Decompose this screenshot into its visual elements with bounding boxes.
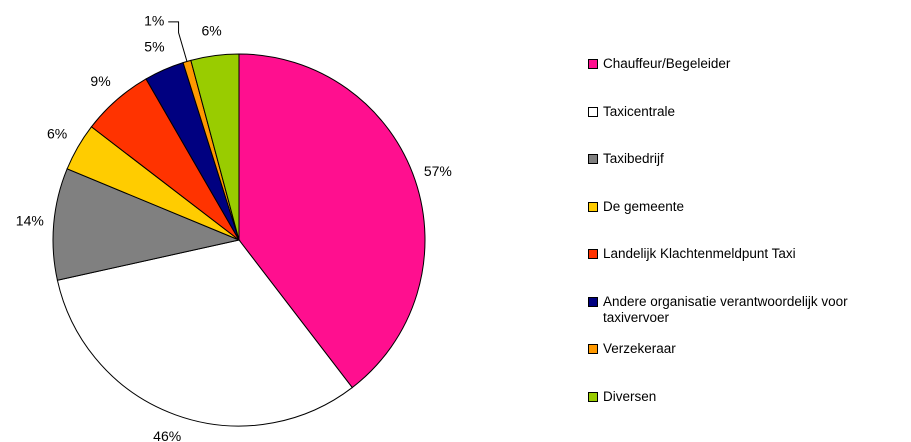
- legend-label: Verzekeraar: [603, 341, 676, 356]
- legend-swatch: [588, 296, 598, 307]
- pie-slice: [190, 53, 240, 241]
- data-label: 1%: [144, 13, 164, 29]
- legend-swatch: [588, 154, 598, 164]
- legend-item: Chauffeur/Begeleider: [588, 56, 906, 104]
- legend-label: Andere organisatie verantwoordelijk voor…: [603, 293, 848, 325]
- legend-label: Landelijk Klachtenmeldpunt Taxi: [603, 246, 796, 261]
- pie-slice: [56, 239, 353, 427]
- legend-label: De gemeente: [603, 198, 685, 214]
- data-label: 6%: [47, 126, 67, 142]
- legend-item: De gemeente: [588, 199, 906, 247]
- legend-swatch: [588, 201, 598, 212]
- chart: 57% 46% 14% 6% 9% 5% 1% 6%: [16, 13, 452, 442]
- legend-swatch: [588, 106, 598, 117]
- legend-swatch: [588, 249, 598, 259]
- legend-swatch: [588, 344, 598, 354]
- data-label: 9%: [90, 73, 110, 89]
- legend-item: Landelijk Klachtenmeldpunt Taxi: [588, 246, 906, 294]
- legend-label: Chauffeur/Begeleider: [603, 56, 731, 71]
- data-label: 5%: [144, 38, 164, 54]
- legend-swatch: [588, 59, 598, 69]
- legend-item: Taxibedrijf: [588, 151, 906, 199]
- legend-label: Taxicentrale: [603, 103, 676, 119]
- data-label: 46%: [153, 428, 181, 442]
- legend-item: Andere organisatie verantwoordelijk voor…: [588, 294, 906, 342]
- pie-slice: [52, 168, 241, 281]
- data-label: 14%: [16, 212, 44, 228]
- data-label: 57%: [424, 163, 452, 179]
- pie-slice: [238, 53, 426, 389]
- legend-label: Diversen: [603, 388, 657, 404]
- data-label: 6%: [201, 22, 221, 38]
- legend-swatch: [588, 391, 598, 402]
- legend-label: Taxibedrijf: [603, 151, 664, 166]
- leader-line: [168, 21, 188, 62]
- legend-item: Verzekeraar: [588, 341, 906, 389]
- legend-item: Taxicentrale: [588, 104, 906, 152]
- legend-item: Diversen: [588, 389, 906, 437]
- legend: Chauffeur/Begeleider Taxicentrale Taxibedr…: [588, 56, 906, 436]
